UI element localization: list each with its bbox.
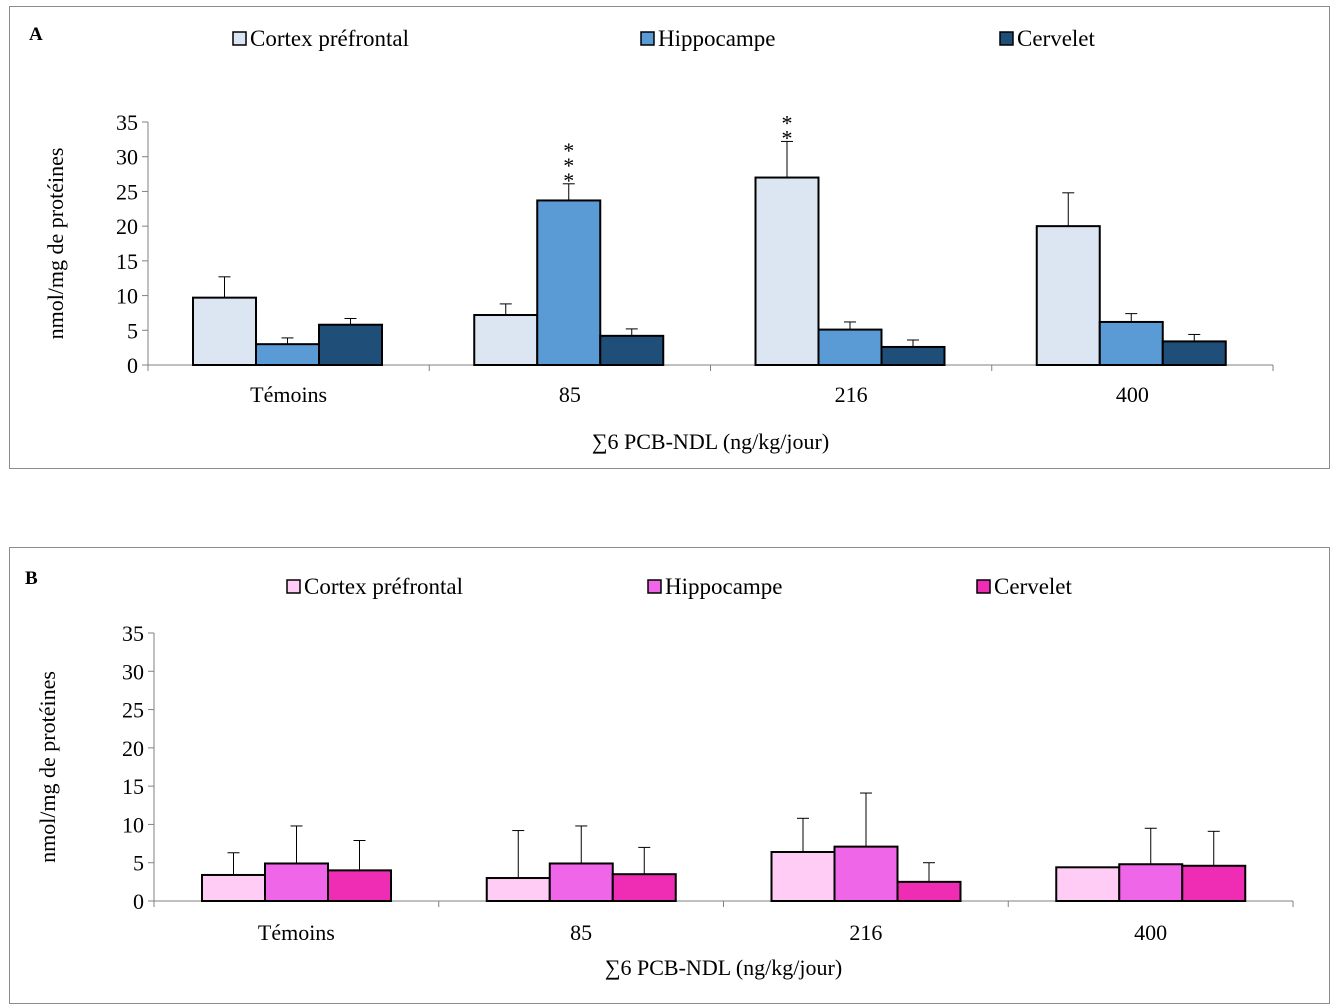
legend-swatch-b-3: [976, 579, 991, 594]
x-tick-label-a-1: Témoins: [250, 382, 327, 407]
chart-panel-a: A Cortex préfrontal Hippocampe Cervelet nmol…: [9, 6, 1330, 469]
bar-b-2-4: [1118, 863, 1184, 903]
bar-b-1-3: [770, 850, 836, 903]
y-tick-label-a-30: 30: [116, 145, 138, 170]
y-tick-label-a-10: 10: [116, 284, 138, 309]
y-axis-title-a: nmol/mg de protéines: [43, 148, 68, 340]
x-tick-label-b-4: 400: [1134, 920, 1167, 945]
bar-a-3-2: [599, 334, 665, 366]
y-tick-label-a-20: 20: [116, 214, 138, 239]
bar-b-1-1: [201, 873, 266, 903]
legend-swatch-b-1: [286, 579, 301, 594]
chart-a-svg: A Cortex préfrontal Hippocampe Cervelet nmol…: [29, 24, 1274, 454]
y-tick-label-b-5: 5: [133, 851, 144, 876]
bar-b-3-1: [327, 869, 392, 902]
y-tick-label-b-35: 35: [122, 621, 144, 646]
legend-swatch-a-1: [232, 31, 247, 46]
y-tick-label-a-15: 15: [116, 249, 138, 274]
bar-a-1-3: [754, 176, 820, 366]
legend-swatch-b-2: [647, 579, 662, 594]
y-tick-label-a-25: 25: [116, 179, 138, 204]
legend-label-a-2: Hippocampe: [658, 26, 776, 51]
panel-label-a: A: [29, 24, 43, 45]
x-tick-label-b-1: Témoins: [258, 920, 335, 945]
chart-panel-b: B Cortex préfrontal Hippocampe Cervelet nmol…: [9, 547, 1330, 1004]
bar-a-2-2: [536, 199, 602, 366]
bar-a-1-1: [192, 296, 257, 367]
bar-a-3-1: [318, 323, 383, 366]
legend-label-a-1: Cortex préfrontal: [250, 26, 409, 51]
legend-swatch-a-3: [999, 31, 1014, 46]
y-tick-label-b-0: 0: [133, 889, 144, 914]
bar-b-2-1: [264, 862, 329, 903]
legend-label-a-3: Cervelet: [1017, 26, 1096, 51]
y-tick-label-b-25: 25: [122, 698, 144, 723]
bar-b-3-2: [611, 873, 677, 903]
y-tick-label-b-15: 15: [122, 774, 144, 799]
bar-b-2-2: [548, 862, 614, 903]
bar-a-2-4: [1098, 320, 1164, 366]
y-tick-label-b-30: 30: [122, 659, 144, 684]
x-tick-label-b-3: 216: [849, 920, 882, 945]
legend-label-b-2: Hippocampe: [665, 574, 783, 599]
y-axis-title-b: nmol/mg de protéines: [35, 671, 60, 863]
significance-star-a-1-3-2: *: [782, 110, 793, 135]
x-tick-label-a-2: 85: [559, 382, 581, 407]
bar-b-1-4: [1055, 866, 1121, 902]
bar-b-3-4: [1181, 864, 1247, 902]
panel-label-b: B: [25, 568, 38, 589]
x-tick-label-a-4: 400: [1116, 382, 1149, 407]
bar-b-1-2: [485, 877, 551, 902]
chart-b-svg: B Cortex préfrontal Hippocampe Cervelet nmol…: [25, 568, 1294, 980]
bar-b-2-3: [833, 845, 899, 902]
x-tick-label-a-3: 216: [835, 382, 868, 407]
legend-label-b-3: Cervelet: [994, 574, 1073, 599]
y-tick-label-b-10: 10: [122, 812, 144, 837]
y-tick-label-a-5: 5: [127, 318, 138, 343]
legend-label-b-1: Cortex préfrontal: [304, 574, 463, 599]
bar-a-1-4: [1035, 225, 1101, 366]
bar-a-3-4: [1161, 340, 1227, 367]
significance-star-a-1-3-1: *: [782, 125, 793, 150]
bar-b-3-3: [896, 880, 962, 903]
significance-star-a-2-2-2: *: [563, 153, 574, 178]
x-axis-title-b: ∑6 PCB-NDL (ng/kg/jour): [605, 955, 842, 980]
bar-a-3-3: [880, 345, 946, 367]
y-tick-label-a-0: 0: [127, 353, 138, 378]
bar-a-2-3: [817, 328, 883, 367]
x-axis-title-a: ∑6 PCB-NDL (ng/kg/jour): [592, 429, 829, 454]
x-tick-label-b-2: 85: [570, 920, 592, 945]
significance-star-a-2-2-3: *: [563, 138, 574, 163]
legend-swatch-a-2: [640, 31, 655, 46]
y-tick-label-b-20: 20: [122, 736, 144, 761]
bar-a-2-1: [255, 343, 320, 366]
bar-a-1-2: [473, 314, 539, 366]
significance-star-a-2-2-1: *: [563, 168, 574, 193]
y-tick-label-a-35: 35: [116, 110, 138, 135]
